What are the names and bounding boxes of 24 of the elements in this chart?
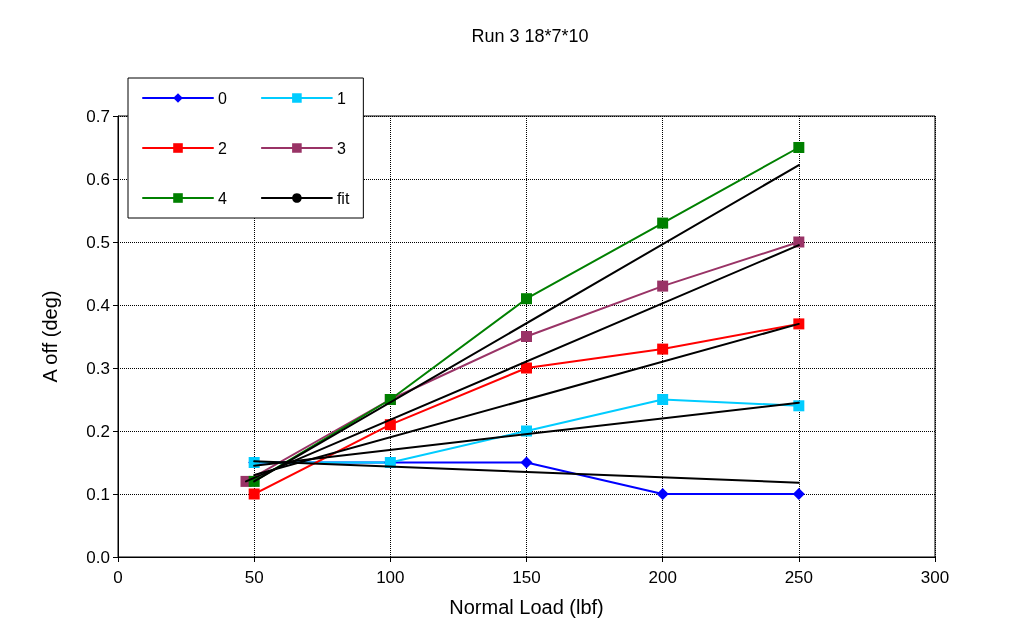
y-tick-label: 0.5 (86, 232, 110, 252)
y-tick-label: 0.7 (86, 106, 110, 126)
y-axis-title: A off (deg) (39, 290, 61, 383)
legend-label: 2 (218, 139, 227, 157)
legend-label: fit (336, 189, 350, 207)
x-tick-label: 200 (648, 568, 677, 587)
y-tick-label: 0.6 (86, 169, 110, 189)
x-tick-label: 100 (376, 568, 405, 587)
legend-label: 3 (336, 139, 346, 157)
legend-label: 1 (336, 89, 346, 107)
y-tick-label: 0.1 (86, 484, 110, 504)
y-tick-label: 0.2 (86, 421, 110, 441)
y-tick-label: 0.4 (86, 295, 110, 315)
x-tick-label: 0 (113, 568, 123, 587)
y-tick-label: 0.3 (86, 358, 110, 378)
x-tick-label: 250 (784, 568, 814, 587)
x-tick-label: 50 (244, 568, 264, 587)
x-axis-title: Normal Load (lbf) (449, 596, 604, 618)
x-tick-label: 300 (920, 568, 950, 587)
y-tick-label: 0.0 (86, 547, 110, 567)
x-tick-label: 150 (512, 568, 541, 587)
legend-label: 4 (218, 189, 227, 207)
chart-title: Run 3 18*7*10 (471, 26, 589, 46)
legend-label: 0 (218, 89, 227, 107)
